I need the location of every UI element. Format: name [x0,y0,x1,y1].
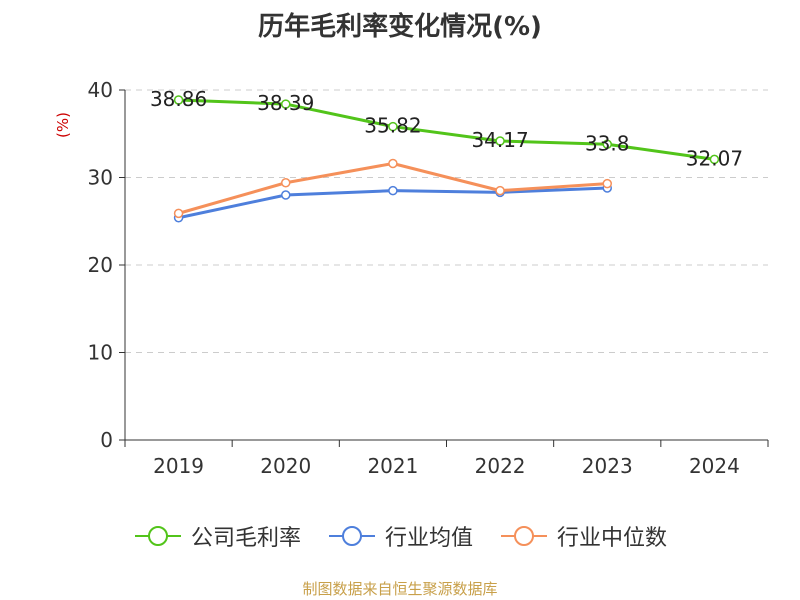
legend: 公司毛利率 行业均值 行业中位数 [0,520,800,552]
data-point [709,154,720,165]
data-label: 34.17 [471,128,528,152]
legend-item: 行业中位数 [499,520,667,552]
x-tick-label: 2021 [367,454,418,478]
data-label: 33.8 [585,131,630,155]
y-tick-label: 20 [88,253,113,277]
y-tick-label: 0 [100,428,113,452]
data-label: 32.07 [686,146,743,170]
y-tick-label: 30 [88,166,113,190]
data-point [281,99,291,109]
legend-swatch [501,526,547,546]
legend-swatch [134,526,181,546]
y-tick-label: 40 [88,78,113,102]
legend-swatch [328,526,375,546]
legend-item: 行业均值 [327,520,473,552]
x-tick-label: 2024 [689,454,740,478]
data-point [173,208,184,219]
source-note: 制图数据来自恒生聚源数据库 [302,580,498,598]
data-point [388,185,398,196]
data-point [388,158,398,169]
data-point [495,185,505,196]
legend-item: 公司毛利率 [133,520,301,552]
x-tick-label: 2019 [153,454,204,478]
data-point [602,178,612,189]
y-axis-label: (%) [54,112,72,138]
data-point [388,121,398,132]
legend-label: 行业中位数 [557,526,668,551]
x-tick-label: 2023 [582,454,633,478]
x-tick-label: 2022 [475,454,526,478]
chart-title: 历年毛利率变化情况(%) [258,12,542,42]
legend-label: 公司毛利率 [190,526,301,551]
series-line [178,98,715,161]
data-label: 38.39 [257,91,314,115]
x-tick-label: 2020 [260,454,311,478]
data-point [495,136,505,146]
legend-label: 行业均值 [384,526,473,551]
data-point [173,95,184,105]
data-label: 35.82 [364,114,421,138]
y-tick-label: 10 [88,341,113,365]
data-point [281,190,291,200]
data-point [281,178,291,188]
data-label: 38.86 [150,87,207,111]
data-point [602,139,612,149]
